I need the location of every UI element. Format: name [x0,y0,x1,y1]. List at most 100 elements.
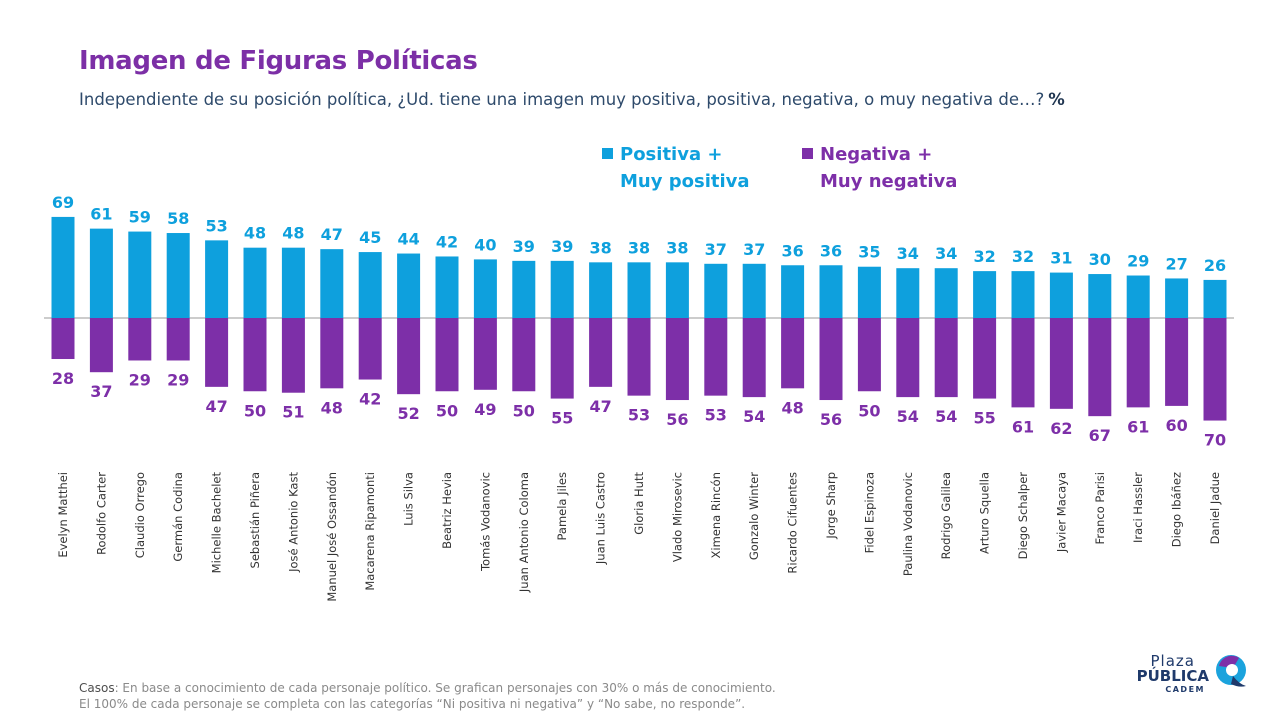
bar-negative [742,318,766,398]
bar-negative [896,318,920,398]
category-label: Luis Silva [402,472,416,526]
bar-positive [1049,272,1073,318]
bar-negative [51,318,75,360]
bar-negative [320,318,344,389]
footer-line-2: El 100% de cada personaje se completa co… [79,697,746,711]
bar-positive [973,271,997,318]
data-label-negative: 49 [474,400,496,419]
category-label: Pamela Jiles [555,472,569,541]
bar-negative [819,318,843,401]
category-label: Manuel José Ossandón [325,472,339,602]
data-label-negative: 54 [897,407,919,426]
bar-negative [781,318,805,389]
data-label-negative: 48 [781,398,803,417]
data-label-negative: 28 [52,369,74,388]
bar-positive [1088,274,1112,318]
data-label-positive: 29 [1127,252,1149,271]
data-label-positive: 53 [205,216,227,235]
data-label-positive: 48 [244,224,266,243]
category-label: Sebastián Piñera [248,472,262,568]
category-label: Gloria Hutt [632,472,646,535]
legend-negative-label: Negativa + Muy negativa [820,144,958,192]
category-label: Ricardo Cifuentes [786,472,800,574]
bar-positive [627,262,651,318]
page-subtitle: Independiente de su posición política, ¿… [79,90,1065,109]
bar-positive [1011,271,1035,318]
category-label: Michelle Bachelet [210,472,224,574]
bar-negative [589,318,613,387]
bar-positive [397,253,421,318]
data-label-positive: 31 [1050,249,1072,268]
logo-publica-text: PÚBLICA [1136,667,1209,685]
category-label: Diego Ibáñez [1170,472,1184,547]
data-label-negative: 61 [1127,417,1149,436]
category-label: Rodolfo Carter [94,472,108,555]
data-label-positive: 58 [167,209,189,228]
bar-positive [665,262,689,318]
bar-negative [857,318,881,392]
bar-positive [281,247,305,318]
data-label-negative: 52 [397,404,419,423]
data-label-positive: 39 [551,237,573,256]
data-label-negative: 47 [205,397,227,416]
page-title: Imagen de Figuras Políticas [79,46,478,76]
data-label-negative: 29 [129,370,151,389]
data-label-positive: 27 [1165,254,1187,273]
bar-positive [934,268,958,318]
data-label-negative: 50 [244,401,266,420]
data-label-negative: 29 [167,370,189,389]
legend-negative: Negativa + Muy negativa [802,141,957,195]
bar-negative [89,318,113,373]
data-label-negative: 54 [743,407,765,426]
logo-mark-icon [1216,655,1246,687]
legend-negative-swatch [802,148,813,159]
data-label-positive: 42 [436,232,458,251]
plaza-publica-logo: Plaza PÚBLICA CADEM [1119,650,1249,698]
data-label-positive: 32 [1012,247,1034,266]
data-label-positive: 45 [359,228,381,247]
bar-positive [473,259,497,318]
bar-negative [627,318,651,396]
bar-negative [704,318,728,396]
footer-casos-text: : En base a conocimiento de cada persona… [114,681,776,695]
data-label-positive: 34 [935,244,957,263]
data-label-positive: 40 [474,235,496,254]
bar-positive [205,240,229,318]
data-label-negative: 48 [321,398,343,417]
category-label: Fidel Espinoza [862,472,876,553]
data-label-positive: 69 [52,193,74,212]
category-label: Franco Parisi [1093,472,1107,544]
data-label-negative: 50 [436,401,458,420]
bar-negative [128,318,152,361]
data-label-positive: 47 [321,225,343,244]
data-label-positive: 32 [973,247,995,266]
bar-positive [550,260,574,318]
bar-positive [1203,279,1227,318]
data-label-negative: 51 [282,403,304,422]
logo-cadem-text: CADEM [1165,685,1205,694]
bar-positive [1126,275,1150,318]
category-label: Gonzalo Winter [747,472,761,560]
bar-negative [1203,318,1227,421]
data-label-negative: 60 [1165,416,1187,435]
data-label-negative: 70 [1204,431,1226,450]
category-label: Beatriz Hevia [440,472,454,549]
bar-positive [51,216,75,318]
data-label-negative: 53 [628,406,650,425]
category-label: Macarena Ripamonti [363,472,377,591]
data-label-negative: 50 [858,401,880,420]
data-label-positive: 26 [1204,256,1226,275]
bar-positive [857,266,881,318]
data-label-positive: 36 [781,241,803,260]
logo-plaza-text: Plaza [1150,652,1195,670]
data-label-negative: 61 [1012,417,1034,436]
data-label-positive: 44 [397,230,419,249]
bar-positive [819,265,843,318]
data-label-positive: 36 [820,241,842,260]
data-label-positive: 61 [90,205,112,224]
category-label: Germán Codina [171,472,185,562]
bar-positive [166,233,190,318]
data-label-positive: 38 [628,238,650,257]
bar-negative [397,318,421,395]
category-label: Arturo Squella [978,472,992,554]
